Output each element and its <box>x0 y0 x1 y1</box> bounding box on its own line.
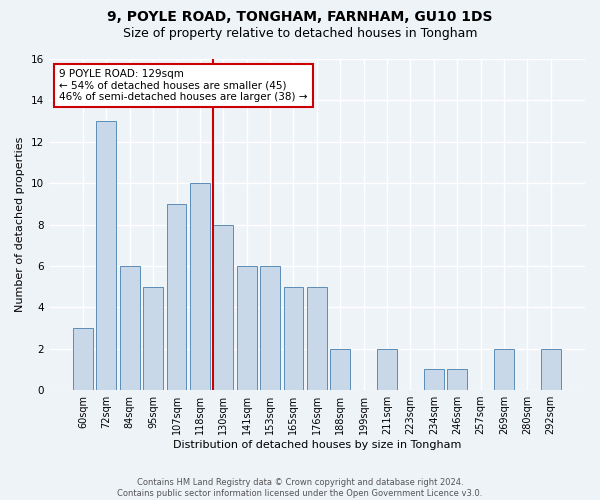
Text: 9, POYLE ROAD, TONGHAM, FARNHAM, GU10 1DS: 9, POYLE ROAD, TONGHAM, FARNHAM, GU10 1D… <box>107 10 493 24</box>
Bar <box>307 286 327 390</box>
Bar <box>541 348 560 390</box>
Bar <box>284 286 304 390</box>
Bar <box>73 328 93 390</box>
Text: Contains HM Land Registry data © Crown copyright and database right 2024.
Contai: Contains HM Land Registry data © Crown c… <box>118 478 482 498</box>
Bar <box>330 348 350 390</box>
Bar <box>237 266 257 390</box>
Bar <box>494 348 514 390</box>
Bar <box>97 121 116 390</box>
Bar <box>190 183 210 390</box>
Bar <box>260 266 280 390</box>
Bar <box>143 286 163 390</box>
Bar <box>424 370 443 390</box>
Text: Size of property relative to detached houses in Tongham: Size of property relative to detached ho… <box>123 28 477 40</box>
X-axis label: Distribution of detached houses by size in Tongham: Distribution of detached houses by size … <box>173 440 461 450</box>
Bar <box>214 224 233 390</box>
Bar <box>167 204 187 390</box>
Bar <box>120 266 140 390</box>
Bar <box>447 370 467 390</box>
Bar <box>377 348 397 390</box>
Text: 9 POYLE ROAD: 129sqm
← 54% of detached houses are smaller (45)
46% of semi-detac: 9 POYLE ROAD: 129sqm ← 54% of detached h… <box>59 69 308 102</box>
Y-axis label: Number of detached properties: Number of detached properties <box>15 137 25 312</box>
